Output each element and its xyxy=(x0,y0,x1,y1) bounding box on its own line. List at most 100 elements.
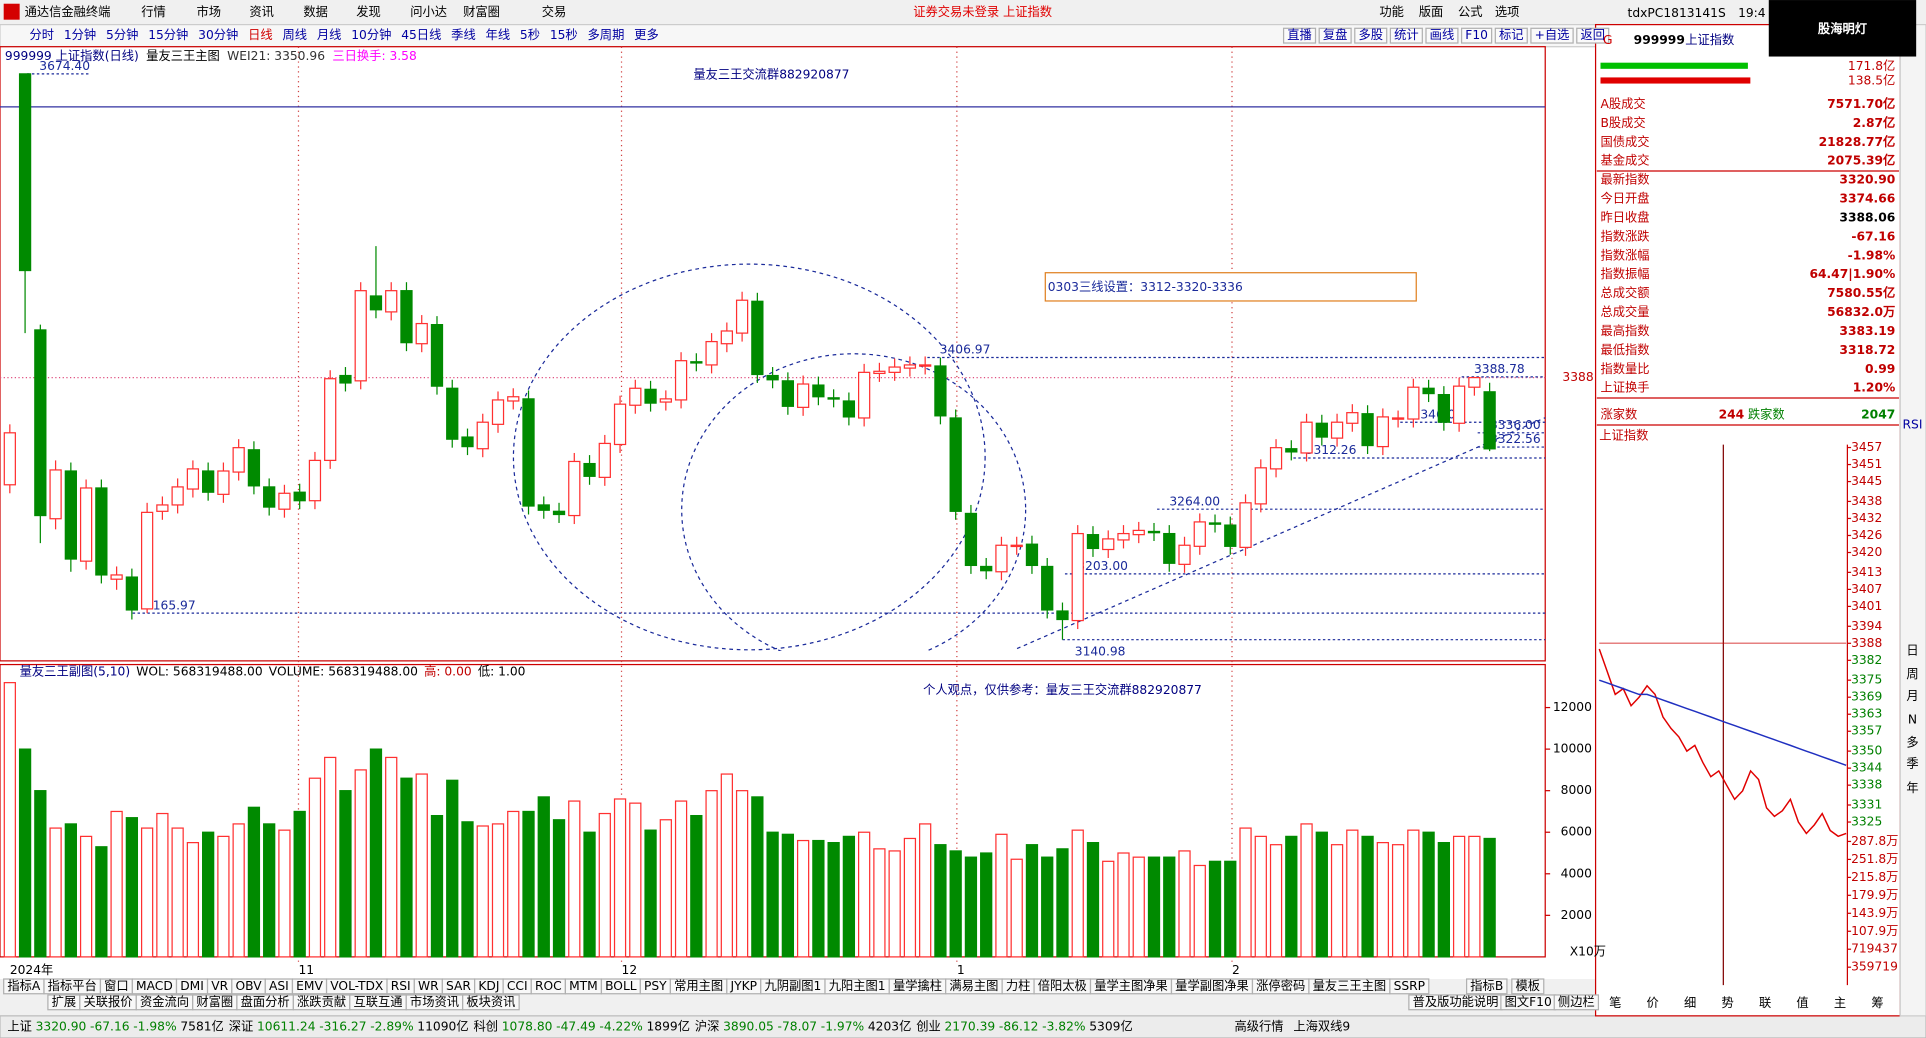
extension-tab[interactable]: 关联报价 xyxy=(84,994,133,1009)
extension-tab[interactable]: 扩展 xyxy=(52,995,77,1009)
extension-tab[interactable]: 资金流向 xyxy=(140,994,189,1009)
extension-tab[interactable]: 市场资讯 xyxy=(410,994,459,1009)
menu-item[interactable]: 数据 xyxy=(303,4,328,19)
indicator-tab[interactable]: BOLL xyxy=(605,979,637,993)
side-tool[interactable]: 日 xyxy=(1906,644,1918,658)
panel-tab[interactable]: 值 xyxy=(1796,995,1808,1010)
panel-tab[interactable]: 价 xyxy=(1647,996,1659,1010)
menu-item[interactable]: 资讯 xyxy=(249,5,274,19)
indicator-tab[interactable]: SSRP xyxy=(1394,979,1426,993)
indicator-tab[interactable]: 量学主图净果 xyxy=(1094,978,1168,993)
indicator-tab[interactable]: 量学擒柱 xyxy=(893,978,942,993)
period-button[interactable]: 多周期 xyxy=(588,28,625,42)
period-button[interactable]: 30分钟 xyxy=(198,27,238,42)
period-button[interactable]: 15分钟 xyxy=(148,27,188,42)
tool-button[interactable]: 统计 xyxy=(1394,28,1419,42)
indicator-tab[interactable]: EMV xyxy=(296,979,323,993)
period-button[interactable]: 分时 xyxy=(29,28,54,42)
period-button[interactable]: 45日线 xyxy=(401,28,441,42)
period-button[interactable]: 5分钟 xyxy=(106,27,138,42)
extension-tab[interactable]: 普及版功能说明 xyxy=(1413,994,1499,1009)
indicator-tab[interactable]: SAR xyxy=(446,979,471,993)
menu-item[interactable]: 版面 xyxy=(1419,5,1444,19)
menu-item[interactable]: 公式 xyxy=(1458,5,1483,19)
menu-item[interactable]: 交易 xyxy=(542,4,567,19)
indicator-tab[interactable]: JYKP xyxy=(730,979,758,993)
period-button[interactable]: 年线 xyxy=(486,28,511,42)
tool-button[interactable]: 标记 xyxy=(1499,28,1524,42)
indicator-tab[interactable]: KDJ xyxy=(478,979,499,993)
side-tool[interactable]: 季 xyxy=(1906,757,1918,771)
extension-tab[interactable]: 财富圈 xyxy=(196,994,233,1009)
indicator-tab[interactable]: ASI xyxy=(269,979,289,993)
indicator-tab[interactable]: 模板 xyxy=(1516,979,1541,993)
side-tool[interactable]: 周 xyxy=(1906,667,1918,681)
tool-button[interactable]: 复盘 xyxy=(1323,27,1348,42)
indicator-tab[interactable]: PSY xyxy=(644,979,667,993)
menu-item[interactable]: 功能 xyxy=(1379,5,1404,19)
panel-tab[interactable]: 联 xyxy=(1759,996,1771,1010)
indicator-tab[interactable]: VR xyxy=(211,979,228,993)
indicator-tab[interactable]: 指标A xyxy=(7,978,41,993)
menu-item[interactable]: 选项 xyxy=(1495,5,1520,19)
extension-tab[interactable]: 盘面分析 xyxy=(241,994,290,1009)
side-tool[interactable]: N xyxy=(1908,712,1917,726)
tool-button[interactable]: 多股 xyxy=(1358,28,1383,42)
menu-item[interactable]: 财富圈 xyxy=(463,4,500,19)
period-button[interactable]: 日线 xyxy=(248,28,273,42)
extension-tab[interactable]: 侧边栏 xyxy=(1558,994,1595,1009)
extension-tab[interactable]: 互联互通 xyxy=(353,995,402,1009)
period-button[interactable]: 5秒 xyxy=(520,28,540,42)
period-button[interactable]: 1分钟 xyxy=(64,27,96,42)
tool-button[interactable]: 画线 xyxy=(1430,28,1455,42)
indicator-tab[interactable]: 常用主图 xyxy=(674,979,723,993)
menu-item[interactable]: 行情 xyxy=(141,5,166,19)
menu-item[interactable]: 发现 xyxy=(356,4,381,19)
indicator-tab[interactable]: 窗口 xyxy=(104,979,129,993)
indicator-tab[interactable]: DMI xyxy=(180,979,204,993)
side-tool[interactable]: 月 xyxy=(1906,689,1918,703)
period-button[interactable]: 月线 xyxy=(317,28,342,42)
tool-button[interactable]: F10 xyxy=(1465,28,1488,42)
period-button[interactable]: 更多 xyxy=(634,28,659,42)
status-item[interactable]: 上海双线9 xyxy=(1293,1018,1350,1033)
indicator-tab[interactable]: 涨停密码 xyxy=(1256,978,1305,993)
menu-item[interactable]: 市场 xyxy=(197,4,222,19)
tool-button[interactable]: 返回 xyxy=(1580,28,1605,42)
indicator-tab[interactable]: 指标B xyxy=(1470,978,1503,993)
indicator-tab[interactable]: VOL-TDX xyxy=(330,979,384,993)
menu-item[interactable]: 问小达 xyxy=(410,5,447,19)
tool-button[interactable]: +自选 xyxy=(1535,28,1570,42)
period-button[interactable]: 10分钟 xyxy=(351,27,391,42)
indicator-tab[interactable]: 量友三王主图 xyxy=(1313,979,1387,993)
indicator-tab[interactable]: 指标平台 xyxy=(48,978,97,993)
side-tool[interactable]: 年 xyxy=(1906,781,1918,795)
indicator-tab[interactable]: 满易主图 xyxy=(949,979,998,993)
indicator-tab[interactable]: MTM xyxy=(569,979,598,993)
panel-tab[interactable]: 筹 xyxy=(1871,996,1883,1010)
tool-button[interactable]: 直播 xyxy=(1287,28,1312,42)
indicator-tab[interactable]: 量学副图净果 xyxy=(1175,978,1249,993)
indicator-tab[interactable]: 力柱 xyxy=(1006,978,1031,993)
panel-tab[interactable]: 细 xyxy=(1684,996,1696,1010)
indicator-tab[interactable]: CCI xyxy=(507,979,528,993)
extension-tab[interactable]: 板块资讯 xyxy=(466,995,515,1009)
side-tool[interactable]: 多 xyxy=(1906,736,1918,750)
indicator-tab[interactable]: 九阴副图1 xyxy=(764,978,821,993)
extension-tab[interactable]: 图文F10 xyxy=(1505,994,1552,1009)
indicator-tab[interactable]: RSI xyxy=(391,979,411,993)
extension-tab[interactable]: 涨跌贡献 xyxy=(297,994,346,1009)
panel-tab[interactable]: 主 xyxy=(1834,996,1846,1010)
indicator-tab[interactable]: 九阳主图1 xyxy=(829,979,886,993)
panel-tab[interactable]: 势 xyxy=(1721,996,1733,1010)
panel-tab[interactable]: 笔 xyxy=(1609,995,1621,1010)
period-button[interactable]: 周线 xyxy=(283,28,308,42)
side-tool[interactable]: RSI xyxy=(1903,418,1923,432)
indicator-tab[interactable]: ROC xyxy=(535,979,562,993)
period-button[interactable]: 季线 xyxy=(451,28,476,42)
indicator-tab[interactable]: MACD xyxy=(136,979,173,993)
indicator-tab[interactable]: OBV xyxy=(236,979,263,993)
indicator-tab[interactable]: 倍阳太极 xyxy=(1038,978,1087,993)
status-item[interactable]: 高级行情 xyxy=(1234,1018,1283,1033)
indicator-tab[interactable]: WR xyxy=(418,979,439,993)
